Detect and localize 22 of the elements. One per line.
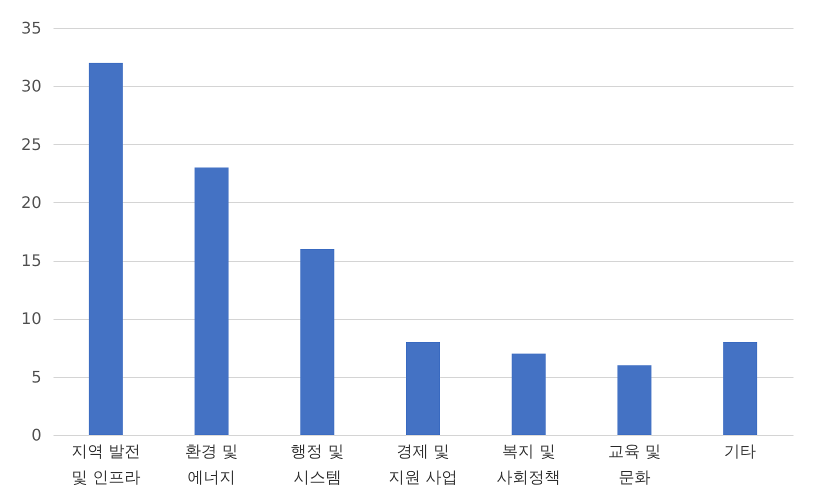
bar: [617, 365, 652, 435]
x-tick-label: 지역 발전 및 인프라: [71, 442, 140, 486]
y-tick-label: 0: [31, 426, 42, 444]
bar: [406, 342, 440, 435]
x-tick-label: 경제 및 지원 사업: [388, 442, 458, 486]
bar: [300, 248, 334, 435]
bar: [194, 168, 229, 435]
y-tick-label: 10: [21, 309, 42, 328]
bar: [512, 354, 546, 435]
x-tick-label: 복지 및 사회정책: [496, 442, 561, 486]
y-tick-label: 30: [21, 76, 42, 96]
x-tick-label: 교육 및 문화: [608, 442, 661, 486]
x-tick-label: 기타: [724, 442, 756, 460]
bar: [723, 342, 758, 435]
y-tick-label: 25: [21, 134, 42, 154]
x-tick-label: 환경 및 에너지: [185, 442, 238, 486]
bar: [88, 62, 123, 435]
y-tick-label: 20: [21, 192, 42, 212]
y-tick-label: 35: [21, 18, 42, 38]
y-tick-label: 15: [21, 251, 42, 270]
y-tick-label: 5: [31, 367, 42, 386]
x-tick-label: 행정 및 시스템: [290, 442, 344, 486]
